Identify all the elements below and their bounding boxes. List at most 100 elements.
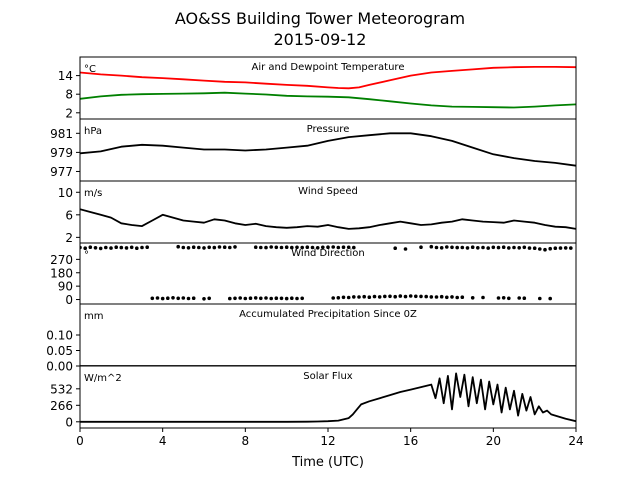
point-wind-direction-0-23 [222, 245, 227, 249]
point-wind-direction-1-58 [522, 296, 527, 301]
panel-precipitation: 0.100.05 0.00 mm Accumulated Precipitation … [46, 303, 577, 374]
point-wind-direction-1-28 [341, 295, 346, 300]
point-wind-direction-0-63 [501, 245, 506, 249]
panel-title-wind-speed: Wind Speed [298, 186, 358, 197]
panel-title-solar-flux: Solar Flux [303, 371, 353, 382]
point-wind-direction-1-50 [455, 295, 460, 300]
point-wind-direction-0-35 [300, 245, 305, 250]
point-wind-direction-0-66 [517, 246, 521, 250]
point-wind-direction-1-21 [279, 296, 284, 301]
point-wind-direction-1-55 [501, 296, 506, 300]
point-wind-direction-1-34 [372, 294, 377, 299]
point-wind-direction-1-44 [424, 294, 429, 299]
series-temperature-1 [80, 91, 576, 109]
series-group-wind-direction [80, 244, 573, 301]
point-wind-direction-0-7 [114, 245, 118, 249]
point-wind-direction-0-17 [191, 245, 196, 249]
point-wind-direction-0-9 [124, 246, 129, 250]
point-wind-direction-1-9 [202, 297, 206, 301]
point-wind-direction-0-55 [460, 245, 465, 250]
point-wind-direction-1-6 [181, 296, 186, 300]
point-wind-direction-1-12 [233, 296, 237, 301]
x-tick-label-0: 0 [76, 434, 84, 448]
point-wind-direction-1-37 [388, 294, 392, 299]
y-tick-label-wind-speed-0: 10 [58, 186, 73, 200]
point-wind-direction-0-57 [470, 245, 475, 249]
point-wind-direction-0-39 [321, 245, 325, 250]
point-wind-direction-1-38 [393, 294, 398, 299]
point-wind-direction-1-46 [434, 295, 439, 299]
point-wind-direction-0-54 [455, 245, 460, 250]
panel-title-temperature: Air and Dewpoint Temperature [252, 62, 405, 73]
point-wind-direction-1-53 [481, 295, 485, 300]
point-wind-direction-1-20 [274, 296, 279, 301]
point-wind-direction-0-73 [553, 246, 558, 250]
point-wind-direction-1-3 [166, 296, 170, 301]
point-wind-direction-0-28 [264, 245, 268, 250]
y-tick-label-wind-direction-3: 0 [65, 293, 73, 307]
point-wind-direction-0-68 [527, 246, 532, 250]
point-wind-direction-1-35 [377, 295, 382, 299]
point-wind-direction-0-5 [104, 245, 108, 250]
point-wind-direction-0-14 [176, 244, 180, 249]
point-wind-direction-0-60 [486, 246, 491, 250]
point-wind-direction-0-47 [403, 247, 408, 251]
series-group-pressure [80, 132, 576, 167]
x-tick-label-1: 4 [159, 434, 167, 448]
point-wind-direction-1-0 [150, 296, 155, 301]
point-wind-direction-0-64 [507, 246, 511, 250]
point-wind-direction-1-10 [207, 296, 211, 301]
point-wind-direction-1-47 [439, 294, 444, 299]
point-wind-direction-0-45 [352, 245, 356, 250]
panel-pressure: 981 979 977 hPa Pressure [50, 118, 577, 182]
panel-title-pressure: Pressure [307, 124, 350, 135]
point-wind-direction-1-7 [186, 296, 191, 301]
x-tick-label-6: 24 [568, 434, 583, 448]
point-wind-direction-1-59 [538, 296, 542, 301]
point-wind-direction-1-32 [362, 294, 367, 299]
point-wind-direction-0-22 [217, 245, 222, 249]
point-wind-direction-1-29 [346, 295, 351, 300]
point-wind-direction-0-29 [269, 245, 274, 249]
point-wind-direction-1-30 [352, 295, 356, 299]
point-wind-direction-1-25 [300, 296, 305, 301]
y-tick-label-solar-flux-2: 0 [65, 415, 73, 429]
point-wind-direction-1-48 [445, 295, 449, 300]
unit-label-precipitation: mm [84, 311, 103, 322]
point-wind-direction-0-61 [491, 245, 496, 250]
y-tick-label-precipitation-1: 0.05 [46, 344, 73, 358]
point-wind-direction-0-71 [543, 247, 547, 252]
point-wind-direction-0-69 [532, 246, 537, 250]
point-wind-direction-0-1 [83, 246, 87, 250]
x-axis: 0 4 8 12 16 20 24 [76, 428, 584, 448]
panel-temperature: 14 8 2 °C Air and Dewpoint Temperature [58, 56, 577, 120]
point-wind-direction-1-5 [176, 296, 180, 301]
point-wind-direction-0-10 [129, 245, 134, 250]
y-tick-label-wind-speed-1: 6 [65, 208, 73, 222]
point-wind-direction-1-45 [429, 295, 434, 299]
point-wind-direction-0-58 [476, 246, 480, 250]
y-tick-label-wind-direction-0: 270 [50, 253, 73, 267]
series-wind-direction-0 [80, 244, 573, 252]
point-wind-direction-1-14 [243, 296, 248, 301]
point-wind-direction-0-76 [569, 246, 573, 250]
point-wind-direction-0-51 [439, 246, 444, 250]
series-group-solar-flux [80, 372, 576, 423]
point-wind-direction-0-31 [279, 245, 284, 250]
point-wind-direction-0-70 [538, 247, 542, 251]
point-wind-direction-1-52 [470, 296, 475, 300]
point-wind-direction-0-43 [341, 245, 346, 249]
point-wind-direction-0-11 [135, 246, 139, 250]
point-wind-direction-1-60 [548, 296, 552, 301]
point-wind-direction-0-67 [522, 245, 527, 250]
point-wind-direction-0-65 [512, 245, 516, 250]
point-wind-direction-1-43 [419, 294, 423, 299]
point-wind-direction-1-42 [414, 294, 418, 299]
unit-label-pressure: hPa [84, 126, 102, 137]
y-tick-label-pressure-2: 977 [50, 165, 73, 179]
point-wind-direction-1-18 [264, 296, 268, 300]
point-wind-direction-1-36 [383, 294, 387, 299]
point-wind-direction-0-25 [233, 245, 237, 249]
